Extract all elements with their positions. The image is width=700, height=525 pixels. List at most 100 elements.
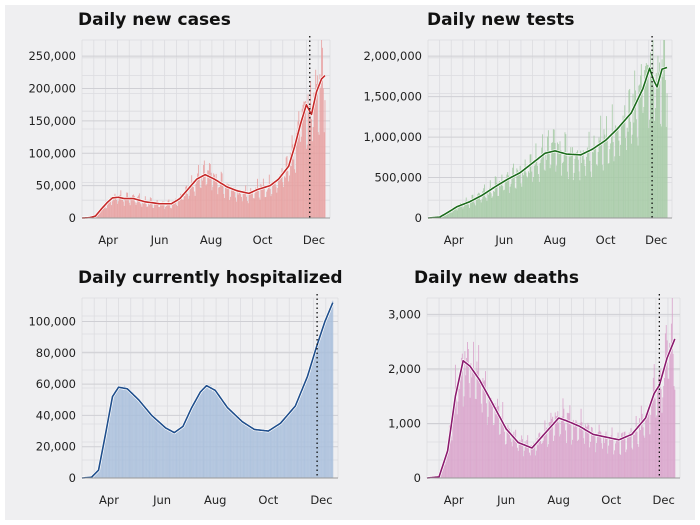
daily-bar [202,389,204,478]
daily-bar [261,185,263,218]
daily-bar [602,448,604,478]
daily-bar [138,193,140,218]
daily-bar [483,188,485,218]
daily-bar [260,428,261,478]
daily-bar [294,408,295,478]
daily-bar [232,411,234,478]
daily-bar [246,196,247,218]
daily-bar [138,400,140,478]
daily-bar [512,167,514,218]
daily-bar [111,401,113,478]
daily-bar [179,427,181,478]
daily-bar [492,425,494,478]
daily-bar [512,434,514,478]
daily-bar [616,126,618,218]
daily-bar [571,147,573,218]
daily-bar [549,421,551,478]
daily-bar [248,426,250,478]
y-tick-label: 40,000 [36,408,76,422]
daily-bar [573,427,575,478]
daily-bar [472,194,474,218]
daily-bar [265,430,267,478]
daily-bar [443,460,445,478]
daily-bar [152,207,154,218]
daily-bar [203,160,205,218]
x-tick-label: Oct [596,233,616,247]
daily-bar [645,413,647,478]
daily-bar [288,413,290,478]
daily-bar [267,189,269,218]
daily-bar [635,90,636,218]
daily-bar [578,439,579,478]
daily-bar [591,427,593,478]
daily-bar [305,101,307,218]
daily-bar [609,437,610,478]
daily-bar [628,432,630,478]
daily-bar [208,170,210,218]
daily-bar [260,183,262,218]
daily-bar [532,181,534,218]
daily-bar [592,432,594,478]
y-tick-label: 0 [414,471,421,485]
daily-bar [238,419,240,478]
daily-bar [604,134,606,218]
daily-bar [168,199,170,218]
daily-bar [492,196,494,218]
daily-bar [520,443,522,478]
daily-bar [527,435,529,478]
daily-bar [139,403,141,478]
daily-bar [508,192,510,218]
daily-bar [223,403,225,478]
daily-bar [220,397,222,478]
daily-bar [564,423,566,478]
daily-bar [445,214,447,218]
daily-bar [187,198,189,218]
daily-bar [657,391,659,478]
daily-bar [149,204,150,218]
daily-bar [658,377,659,478]
daily-bar [219,186,220,218]
daily-bar [593,434,595,478]
daily-bar [278,179,280,218]
daily-bar [538,433,540,478]
daily-bar [532,177,534,218]
daily-bar [454,207,456,218]
daily-bar [627,131,629,218]
daily-bar [156,418,158,478]
daily-bar [520,183,522,218]
daily-bar [656,415,658,478]
daily-bar [591,177,592,218]
daily-bar [106,205,108,218]
daily-bar [475,399,477,478]
daily-bar [305,148,307,218]
daily-bar [213,173,215,218]
daily-bar [275,424,277,478]
daily-bar [154,201,156,218]
daily-bar [571,154,573,218]
daily-bar [123,205,125,218]
daily-bar [192,183,193,218]
daily-bar [635,119,637,218]
daily-bar [318,339,320,478]
daily-bar [209,385,211,478]
y-tick-label: 1,500,000 [363,90,422,104]
daily-bar [270,428,272,478]
daily-bar [554,412,556,478]
daily-bar [468,204,470,218]
daily-bar [457,401,459,478]
daily-bar [459,207,461,218]
daily-bar [513,176,515,218]
daily-bar [469,397,471,478]
daily-bar [220,171,222,218]
daily-bar [494,176,496,218]
daily-bar [178,201,180,218]
daily-bar [236,417,238,478]
daily-bar [193,402,195,478]
daily-bar [148,203,150,218]
daily-bar [277,423,279,478]
daily-bar [603,129,605,218]
daily-bar [257,178,258,218]
daily-bar [558,422,560,478]
daily-bar [552,142,553,218]
daily-bar [219,182,221,218]
